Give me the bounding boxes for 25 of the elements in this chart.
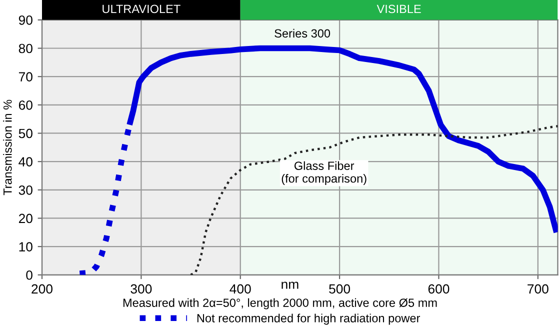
line-series <box>190 125 558 275</box>
series-label: Glass Fiber (for comparison) <box>282 161 366 186</box>
y-tick-label: 90 <box>18 15 32 25</box>
y-tick-label: 40 <box>18 157 32 166</box>
y-axis-title: Transmission in % <box>3 100 12 196</box>
x-axis-title: nm <box>282 282 298 289</box>
y-tick-label: 80 <box>18 44 32 54</box>
y-tick-label: 30 <box>18 185 32 195</box>
series-label: Series 300 <box>274 28 330 38</box>
y-tick-label: 20 <box>18 214 32 224</box>
y-tick-label: 60 <box>18 100 32 110</box>
y-tick-label: 50 <box>18 128 32 138</box>
x-tick-label: 700 <box>528 284 548 294</box>
x-tick-label: 400 <box>230 284 251 294</box>
band-label: VISIBLE <box>376 4 421 14</box>
x-tick-label: 600 <box>428 284 450 294</box>
x-tick-label: 500 <box>329 284 350 294</box>
y-tick-label: 70 <box>18 72 32 82</box>
y-tick-label: 10 <box>19 242 32 252</box>
band-label: ULTRAVIOLET <box>102 4 180 14</box>
x-tick-label: 300 <box>130 284 152 294</box>
text: Measured with 2α=50°, length 2000 mm, active core Ø5 mm <box>123 298 437 310</box>
legend-label: Not recommended for high radiation power <box>197 314 420 325</box>
x-tick-label: 200 <box>32 284 52 294</box>
y-tick-label: 0 <box>26 270 32 280</box>
